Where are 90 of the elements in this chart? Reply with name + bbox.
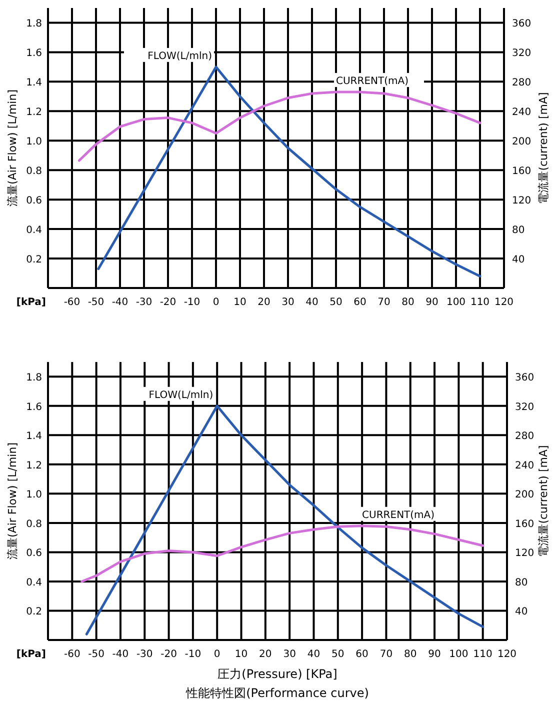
y-tick-label: 1.8: [26, 18, 42, 30]
y2-tick-label: 360: [512, 18, 532, 30]
y2-tick-label: 240: [512, 107, 532, 118]
x-tick-label: -50: [88, 297, 104, 308]
series-label: CURRENT(mA): [362, 510, 435, 521]
y2-tick-label: 320: [515, 402, 534, 413]
text: [kPa]: [16, 649, 46, 660]
x-tick-label: -20: [160, 649, 177, 660]
x-tick-label: -50: [88, 649, 104, 660]
y2-tick-label: 200: [512, 136, 532, 148]
x-tick-label: 80: [404, 649, 417, 660]
x-tick-label: 80: [402, 297, 414, 308]
y-tick-label: 1.6: [26, 48, 42, 60]
y-tick-label: 0.2: [26, 254, 42, 266]
y-tick-label: 1.6: [26, 402, 42, 413]
x-tick-label: 30: [282, 297, 294, 308]
x-tick-label: 100: [449, 649, 468, 660]
y2-tick-label: 40: [512, 254, 525, 266]
x-tick-label: -30: [136, 649, 153, 660]
line-series: [97, 66, 482, 278]
x-tick-label: -10: [184, 649, 202, 660]
x-tick-label: -40: [112, 297, 128, 308]
x-tick-label: -60: [64, 649, 80, 660]
y2-tick-label: 200: [515, 490, 534, 501]
y2-tick-label: 120: [515, 548, 534, 560]
x-tick-label: 40: [306, 297, 318, 308]
y2-tick-label: 360: [515, 372, 534, 384]
x-tick-label: 20: [258, 297, 270, 308]
y-tick-label: 0.2: [26, 606, 42, 618]
x-tick-label: 60: [356, 649, 368, 660]
x-tick-label: 30: [283, 649, 296, 660]
y2-tick-label: 40: [515, 606, 528, 618]
x-tick-label: 0: [214, 649, 220, 660]
series-label: CURRENT(mA): [336, 76, 409, 87]
x-tick-label: 10: [234, 649, 248, 660]
x-tick-label: 50: [332, 649, 344, 660]
line-series: [85, 404, 484, 636]
line-series: [78, 90, 482, 162]
y2-tick-label: 80: [515, 577, 528, 588]
x-tick-label: -40: [112, 649, 129, 660]
y2-axis-title: 電流量(current) [mA]: [537, 445, 550, 557]
x-tick-label: -60: [64, 297, 80, 308]
y2-tick-label: 80: [512, 225, 525, 236]
x-tick-label: -30: [136, 297, 152, 308]
y2-axis-title: 電流量(current) [mA]: [537, 92, 550, 204]
x-tick-label: 110: [470, 297, 490, 308]
text: [kPa]: [16, 297, 46, 308]
y2-tick-label: 280: [512, 78, 532, 89]
x-tick-label: 60: [354, 297, 366, 308]
x-tick-label: 100: [446, 297, 466, 308]
y2-tick-label: 320: [512, 48, 532, 60]
y2-tick-label: 160: [515, 518, 534, 530]
y-tick-label: 1.4: [26, 78, 42, 89]
x-tick-label: 10: [234, 297, 246, 308]
y-tick-label: 1.0: [26, 136, 42, 148]
x-tick-label: 110: [473, 649, 492, 660]
text: 性能特性図(Performance curve): [185, 686, 369, 700]
y-axis-title: 流量(Air Flow) [L/min]: [6, 90, 19, 206]
x-tick-label: -20: [160, 297, 176, 308]
y-tick-label: 1.2: [26, 107, 42, 118]
y-axis-title: 流量(Air Flow) [L/min]: [6, 442, 19, 560]
x-tick-label: 90: [428, 649, 441, 660]
y-tick-label: 0.8: [26, 166, 42, 178]
x-tick-label: 120: [497, 649, 517, 660]
y-tick-label: 1.8: [26, 372, 42, 384]
y-tick-label: 0.6: [26, 548, 42, 560]
y-tick-label: 0.6: [26, 196, 42, 207]
y2-tick-label: 240: [515, 460, 534, 472]
y-tick-label: 0.4: [26, 577, 42, 588]
x-tick-label: 50: [330, 297, 342, 308]
y2-tick-label: 280: [515, 431, 534, 442]
y2-tick-label: 120: [512, 196, 532, 207]
x-tick-label: 40: [307, 649, 320, 660]
x-tick-label: 70: [378, 297, 390, 308]
series-label: FLOW(L/mln): [148, 390, 214, 401]
x-tick-label: -10: [184, 297, 200, 308]
x-axis-title: 圧力(Pressure) [KPa]: [218, 667, 338, 681]
y-tick-label: 1.2: [26, 460, 42, 472]
x-tick-label: 70: [380, 649, 393, 660]
x-tick-label: 0: [212, 297, 220, 308]
y-tick-label: 0.4: [26, 225, 42, 236]
x-tick-label: 90: [426, 297, 438, 308]
x-tick-label: 120: [494, 297, 514, 308]
x-tick-label: 20: [259, 649, 272, 660]
series-label: FLOW(L/mln): [148, 50, 212, 62]
y-tick-label: 1.4: [26, 431, 42, 442]
line-series: [80, 524, 484, 583]
y-tick-label: 0.8: [26, 518, 42, 530]
y2-tick-label: 160: [512, 166, 532, 178]
y-tick-label: 1.0: [26, 490, 42, 501]
